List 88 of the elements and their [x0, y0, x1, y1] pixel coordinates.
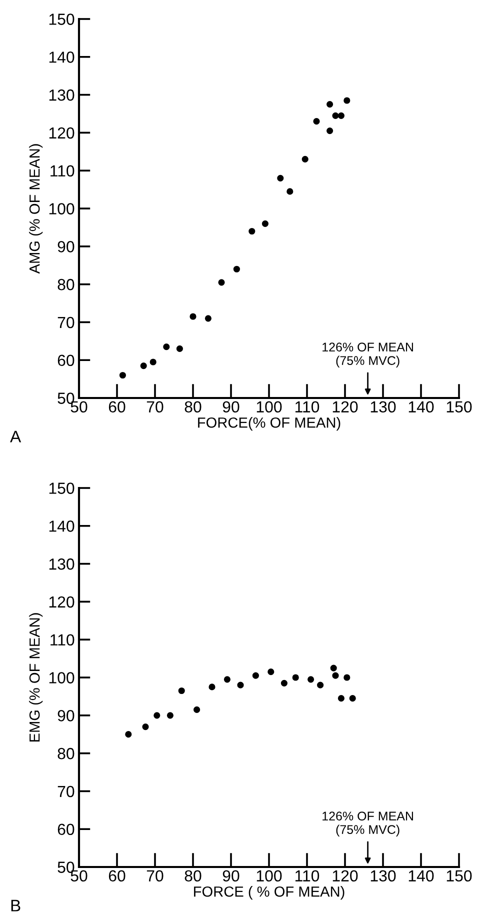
x-tick-label: 80 — [184, 870, 202, 882]
y-tick-label: 130 — [49, 89, 74, 101]
point — [262, 220, 268, 227]
y-tick-label: 120 — [49, 596, 74, 608]
point — [302, 156, 308, 163]
point — [178, 687, 185, 694]
y-tick-label: 130 — [49, 558, 74, 570]
x-tick-label: 110 — [295, 401, 320, 413]
point — [326, 100, 334, 108]
annotation: 126% OF MEAN (75% MVC) — [322, 342, 413, 368]
text: B — [11, 900, 20, 912]
point — [330, 664, 337, 672]
point — [237, 682, 244, 688]
x-tick-label: 150 — [446, 870, 472, 882]
y-tick-label: 70 — [58, 316, 74, 328]
point — [166, 712, 174, 719]
x-tick-label: 120 — [332, 401, 358, 413]
point — [204, 315, 212, 322]
point — [233, 266, 240, 272]
y-tick-label: 80 — [58, 278, 74, 290]
x-tick-label: 110 — [295, 870, 320, 882]
point — [338, 695, 344, 702]
y-tick-label: 80 — [58, 748, 74, 760]
y-tick-label: 100 — [49, 672, 74, 684]
point — [125, 731, 132, 738]
point — [190, 313, 196, 320]
y-tick-label: 150 — [49, 14, 74, 25]
point — [248, 228, 256, 235]
x-tick-label: 60 — [108, 870, 126, 882]
y-tick-label: 120 — [49, 127, 74, 139]
x-tick-label: 100 — [256, 870, 282, 882]
y-tick-label: 140 — [49, 52, 74, 63]
point — [344, 97, 350, 104]
point — [292, 674, 299, 681]
point — [332, 672, 339, 679]
y-tick-label: 90 — [58, 241, 74, 252]
annotation: 126% OF MEAN (75% MVC) — [322, 812, 413, 836]
point — [268, 668, 274, 676]
x-tick-label: 90 — [222, 870, 240, 882]
x-tick-label: 130 — [370, 870, 396, 882]
point — [194, 706, 200, 714]
point — [218, 279, 225, 286]
x-tick-label: 140 — [408, 870, 434, 882]
y-tick-label: 60 — [58, 354, 74, 366]
x-tick-label: 130 — [370, 401, 396, 413]
point — [154, 712, 160, 719]
point — [317, 682, 324, 688]
point — [252, 672, 259, 679]
point — [224, 676, 230, 683]
y-tick-label: 70 — [58, 786, 74, 798]
point — [142, 723, 149, 730]
x-tick-label: 70 — [146, 401, 164, 413]
point — [313, 118, 320, 125]
x-tick-label: 80 — [184, 401, 202, 413]
x-tick-label: 60 — [108, 401, 126, 413]
x-axis-title: FORCE(% OF MEAN) — [198, 417, 340, 431]
point — [326, 128, 334, 134]
point — [119, 372, 126, 379]
y-tick-label: 150 — [49, 482, 74, 494]
text: A — [10, 430, 22, 442]
y-tick-label: 90 — [58, 710, 74, 722]
point — [308, 676, 314, 683]
x-tick-label: 100 — [256, 401, 282, 413]
x-axis-title: FORCE ( % OF MEAN) — [194, 886, 344, 900]
point — [280, 680, 288, 686]
point — [277, 174, 284, 182]
point — [338, 112, 344, 119]
point — [332, 112, 339, 119]
point — [208, 684, 216, 690]
y-tick-label: 60 — [58, 824, 74, 836]
x-tick-label: 70 — [146, 870, 164, 882]
y-axis-title: EMG (% OF MEAN) — [29, 613, 43, 742]
point — [150, 358, 156, 366]
x-tick-label: 150 — [446, 401, 472, 413]
x-tick-label: 90 — [222, 401, 240, 413]
point — [349, 695, 356, 702]
point — [344, 674, 350, 681]
y-tick-label: 100 — [49, 203, 74, 214]
point — [286, 188, 294, 195]
x-tick-label: 140 — [408, 401, 434, 413]
point — [176, 345, 183, 352]
y-tick-label: 110 — [50, 634, 74, 646]
x-tick-label: 120 — [332, 870, 358, 882]
y-tick-label: 140 — [49, 520, 74, 532]
point — [140, 362, 147, 370]
y-axis-title: AMG (% OF MEAN) — [29, 144, 43, 274]
y-tick-label: 110 — [50, 165, 74, 177]
point — [163, 344, 170, 350]
